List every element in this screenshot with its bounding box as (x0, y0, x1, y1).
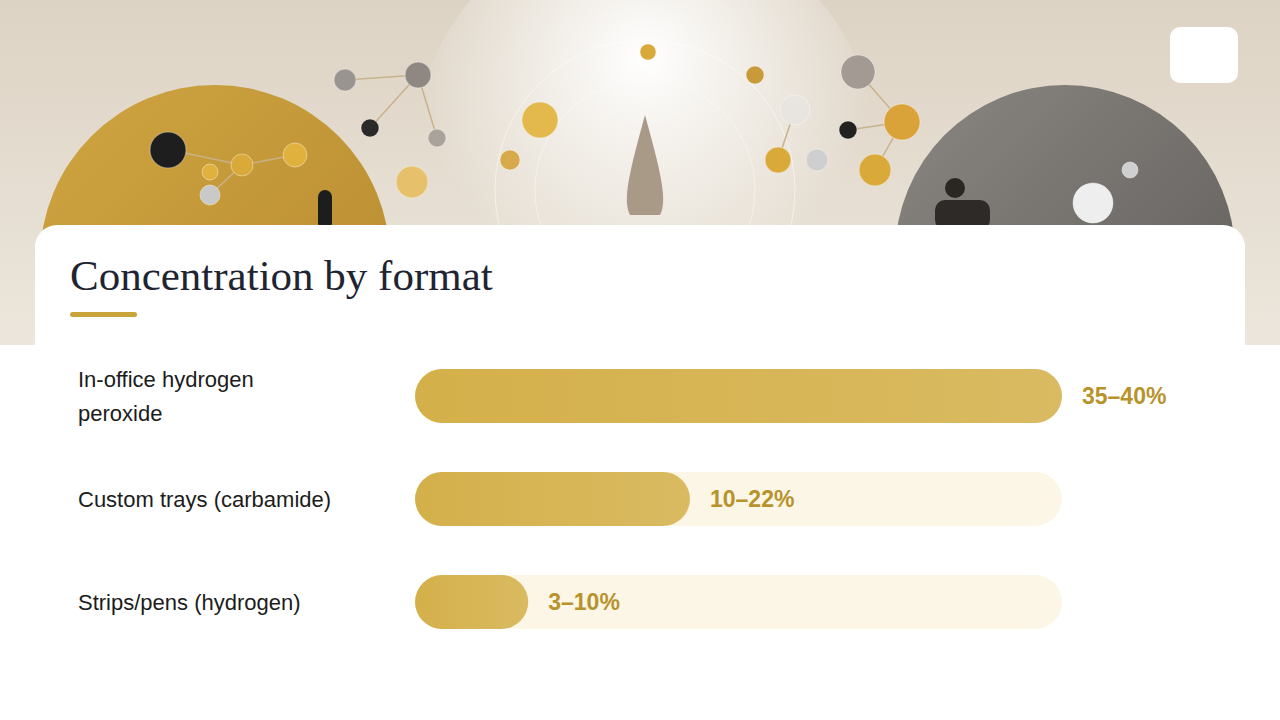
svg-text:Custom trays (carbamide): Custom trays (carbamide) (78, 486, 331, 511)
svg-text:Strips/pens (hydrogen): Strips/pens (hydrogen) (78, 589, 301, 614)
svg-text:In-office hydrogenperoxide: In-office hydrogenperoxide (78, 366, 254, 425)
svg-text:35–40%: 35–40% (1082, 383, 1166, 409)
svg-text:3–10%: 3–10% (548, 589, 620, 615)
html-text:Concentration by format: Concentration by format (70, 252, 493, 299)
svg-text:10–22%: 10–22% (710, 486, 794, 512)
